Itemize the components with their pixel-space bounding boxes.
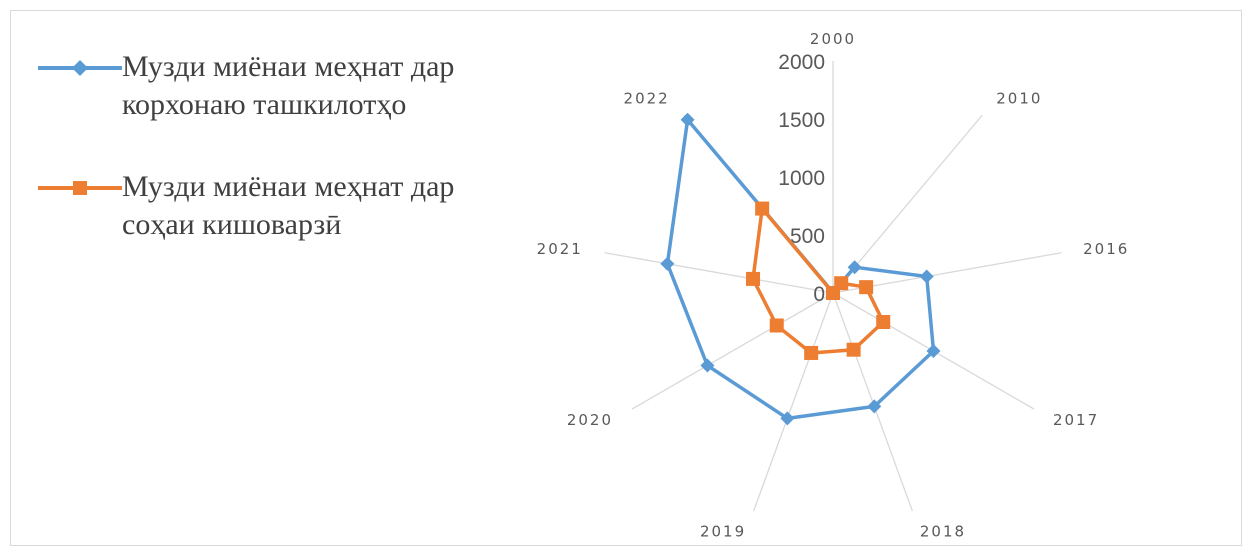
category-label: 2019 bbox=[700, 523, 746, 541]
data-point-diamond bbox=[867, 399, 882, 414]
spoke-line bbox=[604, 252, 834, 294]
legend-label: Музди миёнаи меҳнат дар корхонаю ташкило… bbox=[122, 50, 455, 121]
spoke-line bbox=[631, 292, 834, 410]
spoke-line bbox=[753, 292, 834, 512]
axis-tick-label: 1500 bbox=[778, 109, 825, 132]
data-point-diamond bbox=[847, 260, 862, 275]
legend-marker-diamond-icon bbox=[38, 60, 122, 76]
axis-tick-label: 2000 bbox=[778, 51, 825, 74]
legend-label: Музди миёнаи меҳнат дар соҳаи кишоварзӣ bbox=[122, 170, 455, 241]
data-point-square bbox=[769, 318, 784, 333]
series-line-2 bbox=[751, 206, 885, 355]
legend-item-series-2: Музди миёнаи меҳнат дар соҳаи кишоварзӣ bbox=[30, 168, 500, 288]
series-line-1 bbox=[665, 117, 936, 421]
data-point-diamond bbox=[926, 344, 941, 358]
axis-tick-label: 0 bbox=[813, 283, 825, 306]
data-point-diamond bbox=[680, 112, 695, 127]
data-point-square bbox=[746, 271, 761, 286]
legend-marker-square-icon bbox=[38, 181, 122, 195]
data-point-square bbox=[876, 315, 891, 329]
data-point-diamond bbox=[780, 411, 795, 426]
category-label: 2000 bbox=[810, 30, 856, 48]
category-label: 2018 bbox=[920, 523, 966, 541]
category-label: 2017 bbox=[1053, 411, 1099, 429]
axis-tick-label: 1000 bbox=[778, 167, 825, 190]
data-point-diamond bbox=[660, 256, 675, 271]
data-point-square bbox=[834, 276, 849, 291]
category-label: 2021 bbox=[537, 240, 583, 258]
category-label: 2010 bbox=[996, 89, 1042, 107]
data-point-diamond bbox=[919, 269, 934, 284]
data-point-square bbox=[859, 280, 874, 295]
axis-tick-label: 500 bbox=[790, 225, 825, 248]
data-point-diamond bbox=[700, 358, 715, 373]
category-label: 2022 bbox=[624, 89, 670, 107]
chart-area bbox=[10, 10, 1242, 546]
category-label: 2016 bbox=[1083, 240, 1129, 258]
legend: Музди миёнаи меҳнат дар корхонаю ташкило… bbox=[30, 48, 500, 288]
data-point-square bbox=[804, 345, 819, 360]
data-point-square bbox=[755, 201, 770, 216]
legend-item-series-1: Музди миёнаи меҳнат дар корхонаю ташкило… bbox=[30, 48, 500, 168]
data-point-square bbox=[846, 342, 861, 357]
category-label: 2020 bbox=[567, 411, 613, 429]
spoke-line bbox=[832, 114, 983, 294]
